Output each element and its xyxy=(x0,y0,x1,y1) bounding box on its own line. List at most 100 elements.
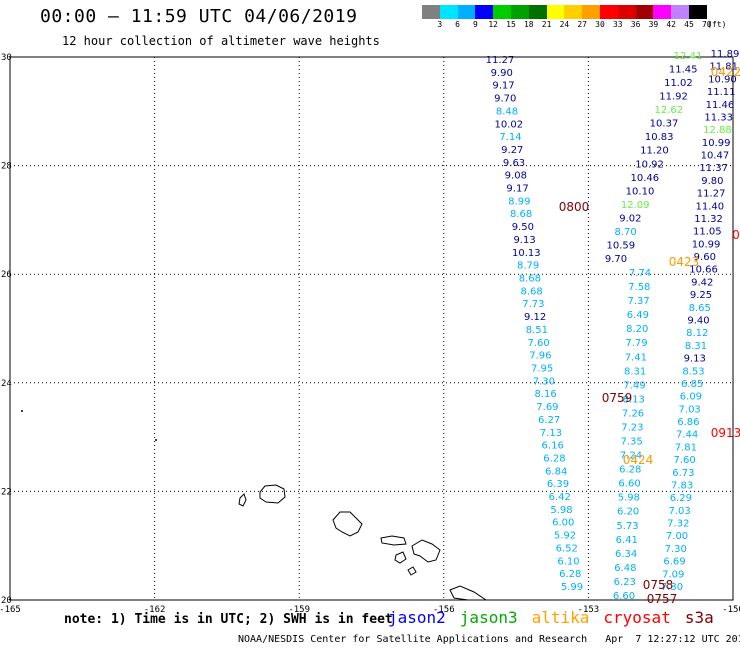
swh-value: 7.23 xyxy=(621,422,643,433)
colorbar-tick-label: 39 xyxy=(648,20,659,29)
island-necker xyxy=(155,439,157,441)
swh-value: 6.85 xyxy=(681,379,703,390)
swh-value: 11.32 xyxy=(694,214,723,225)
swh-value: 7.00 xyxy=(666,531,688,542)
island-niihau xyxy=(238,493,247,507)
footer-note: note: 1) Time is in UTC; 2) SWH is in fe… xyxy=(64,612,393,627)
pass-time-label: 0757 xyxy=(647,592,678,606)
pass-time-label: 0 xyxy=(732,228,740,242)
swh-value: 7.14 xyxy=(499,132,521,143)
swh-value: 9.42 xyxy=(691,277,713,288)
swh-value: 7.30 xyxy=(665,544,687,555)
swh-value: 10.90 xyxy=(708,74,737,85)
swh-value: 7.41 xyxy=(625,352,647,363)
swh-value: 12.41 xyxy=(674,51,703,62)
island-hawaii xyxy=(449,585,488,601)
swh-value: 8.16 xyxy=(535,389,557,400)
pass-time-label: 0422 xyxy=(711,65,740,79)
lon-tick-label: -162 xyxy=(144,605,166,615)
swh-value: 9.40 xyxy=(687,316,709,327)
satellite-legend-cryosat: cryosat xyxy=(603,608,671,627)
pass-time-label: 0913 xyxy=(711,426,740,440)
swh-value: 7.74 xyxy=(629,268,651,279)
lon-tick-label: -159 xyxy=(288,605,310,615)
lat-tick-label: 24 xyxy=(1,379,12,389)
swh-value: 11.27 xyxy=(697,189,726,200)
lat-tick-label: 22 xyxy=(1,487,12,497)
swh-value: 9.50 xyxy=(512,222,534,233)
swh-value: 9.63 xyxy=(503,158,525,169)
satellite-legend-altika: altika xyxy=(531,608,590,627)
swh-value: 10.10 xyxy=(626,186,655,197)
colorbar-swatch xyxy=(439,5,458,19)
swh-value: 9.25 xyxy=(690,290,712,301)
swh-value: 9.13 xyxy=(684,354,706,365)
swh-value: 5.73 xyxy=(616,521,638,532)
page-title: 00:00 – 11:59 UTC 04/06/2019 xyxy=(40,6,358,27)
swh-value: 11.40 xyxy=(696,201,725,212)
swh-value: 7.24 xyxy=(620,451,642,462)
swh-value: 7.83 xyxy=(671,480,693,491)
colorbar-swatches xyxy=(422,5,740,19)
colorbar-swatch xyxy=(457,5,476,19)
page-subtitle: 12 hour collection of altimeter wave hei… xyxy=(62,34,380,48)
swh-value: 6.48 xyxy=(614,563,636,574)
colorbar-swatch xyxy=(475,5,494,19)
swh-value: 10.92 xyxy=(635,159,664,170)
swh-value: 6.73 xyxy=(672,468,694,479)
swh-value: 6.23 xyxy=(614,577,636,588)
colorbar-tick-label: 27 xyxy=(577,20,588,29)
credit-line: NOAA/NESDIS Center for Satellite Applica… xyxy=(238,634,740,645)
lon-tick-label: -153 xyxy=(578,605,600,615)
swh-value: 9.08 xyxy=(505,171,527,182)
swh-value: 12.09 xyxy=(621,200,650,211)
swh-value: 8.13 xyxy=(623,394,645,405)
swh-value: 12.62 xyxy=(654,105,683,116)
swh-value: 9.70 xyxy=(605,254,627,265)
swh-value: 6.16 xyxy=(542,441,564,452)
swh-value: 7.32 xyxy=(667,519,689,530)
colorbar-tick-label: 70 xyxy=(701,20,712,29)
swh-value: 7.60 xyxy=(673,455,695,466)
colorbar-swatch xyxy=(528,5,547,19)
swh-value: 7.73 xyxy=(522,299,544,310)
colorbar-tick-label: 24 xyxy=(559,20,570,29)
swh-value: 8.65 xyxy=(689,303,711,314)
swh-value: 8.99 xyxy=(508,196,530,207)
swh-value: 12.88 xyxy=(703,125,732,136)
satellite-legend-jason2: jason2 xyxy=(388,608,446,627)
swh-value: 8.12 xyxy=(686,328,708,339)
island-oahu xyxy=(332,511,363,537)
swh-value: 8.68 xyxy=(520,286,542,297)
swh-value: 10.59 xyxy=(606,240,635,251)
track-b: 7.74 7.58 7.37 6.49 8.20 7.79 7.41 8.31 7.49 8.13… xyxy=(613,268,651,602)
swh-value: 6.28 xyxy=(559,569,581,580)
swh-value: 7.81 xyxy=(675,442,697,453)
colorbar-swatch xyxy=(688,5,707,19)
swh-value: 11.46 xyxy=(706,100,735,111)
swh-value: 8.79 xyxy=(517,261,539,272)
swh-value: 9.13 xyxy=(513,235,535,246)
colorbar-swatch xyxy=(493,5,511,19)
swh-value: 8.53 xyxy=(682,366,704,377)
colorbar-tick-label: 33 xyxy=(612,20,623,29)
colorbar-swatch xyxy=(617,5,636,19)
colorbar-swatch xyxy=(564,5,583,19)
swh-value: 10.99 xyxy=(692,239,721,250)
pass-time-label: 0424 xyxy=(623,453,654,467)
hawaii-islands xyxy=(21,410,488,601)
swh-value: 7.96 xyxy=(529,351,551,362)
lat-tick-label: 28 xyxy=(1,162,12,172)
colorbar-tick-label: 42 xyxy=(666,20,677,29)
pass-time-label: 0759 xyxy=(602,391,633,405)
swh-value: 10.83 xyxy=(645,132,674,143)
swh-value: 11.11 xyxy=(707,87,736,98)
swh-value: 7.30 xyxy=(661,582,683,593)
swh-value: 10.66 xyxy=(689,265,718,276)
colorbar-swatch xyxy=(582,5,600,19)
swh-value: 7.35 xyxy=(621,437,643,448)
swh-value: 9.70 xyxy=(494,94,516,105)
swh-value: 6.41 xyxy=(616,535,638,546)
swh-value: 6.28 xyxy=(543,453,565,464)
